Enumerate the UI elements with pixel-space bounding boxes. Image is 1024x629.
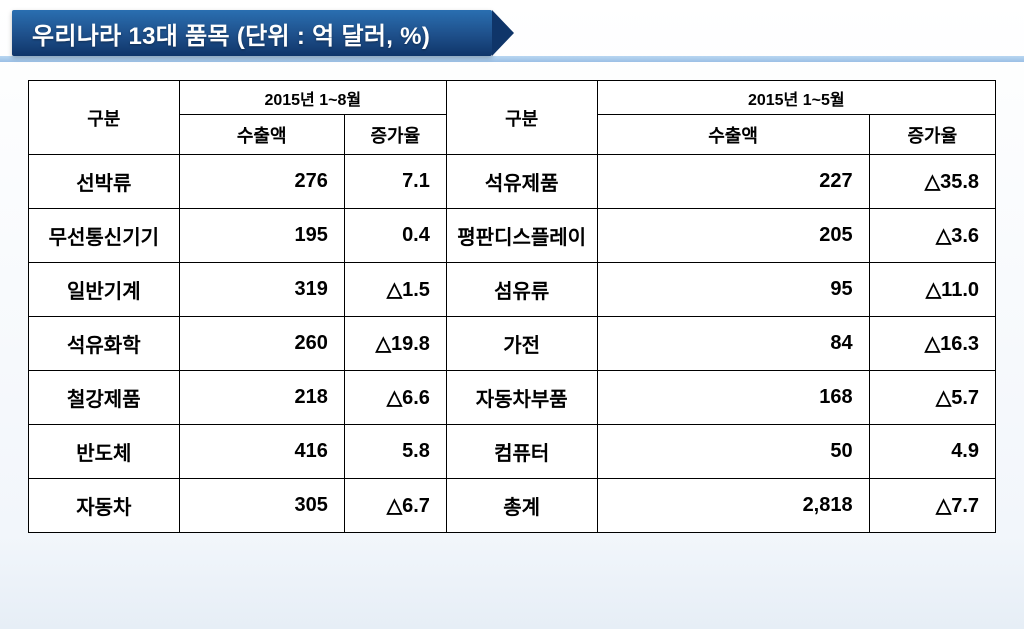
cell-l-amt: 260 — [179, 317, 344, 371]
cell-r-rate: △7.7 — [869, 479, 995, 533]
cell-r-rate: △16.3 — [869, 317, 995, 371]
title-bar: 우리나라 13대 품목 (단위 : 억 달러, %) — [12, 10, 492, 56]
cell-r-rate: △3.6 — [869, 209, 995, 263]
table-row: 반도체 416 5.8 컴퓨터 50 4.9 — [29, 425, 996, 479]
cell-r-cat: 석유제품 — [446, 155, 597, 209]
cell-l-rate: △19.8 — [344, 317, 446, 371]
cell-r-rate: △35.8 — [869, 155, 995, 209]
cell-l-cat: 석유화학 — [29, 317, 180, 371]
cell-l-cat: 일반기계 — [29, 263, 180, 317]
cell-r-amt: 95 — [597, 263, 869, 317]
table-head: 구분 2015년 1~8월 구분 2015년 1~5월 수출액 증가율 수출액 … — [29, 81, 996, 155]
cell-r-cat: 컴퓨터 — [446, 425, 597, 479]
cell-l-rate: 5.8 — [344, 425, 446, 479]
table-row: 철강제품 218 △6.6 자동차부품 168 △5.7 — [29, 371, 996, 425]
cell-l-cat: 반도체 — [29, 425, 180, 479]
col-amount-right: 수출액 — [597, 115, 869, 155]
cell-l-rate: △6.7 — [344, 479, 446, 533]
accent-strip — [0, 56, 1024, 62]
table-row: 석유화학 260 △19.8 가전 84 △16.3 — [29, 317, 996, 371]
cell-l-rate: △1.5 — [344, 263, 446, 317]
cell-r-rate: 4.9 — [869, 425, 995, 479]
table-row: 일반기계 319 △1.5 섬유류 95 △11.0 — [29, 263, 996, 317]
cell-r-amt: 227 — [597, 155, 869, 209]
cell-r-cat: 총계 — [446, 479, 597, 533]
cell-l-amt: 218 — [179, 371, 344, 425]
cell-l-amt: 195 — [179, 209, 344, 263]
slide-title: 우리나라 13대 품목 (단위 : 억 달러, %) — [32, 16, 430, 51]
cell-r-amt: 50 — [597, 425, 869, 479]
cell-r-rate: △11.0 — [869, 263, 995, 317]
cell-l-amt: 276 — [179, 155, 344, 209]
cell-r-cat: 평판디스플레이 — [446, 209, 597, 263]
cell-l-rate: 7.1 — [344, 155, 446, 209]
cell-l-amt: 416 — [179, 425, 344, 479]
table-wrap: 구분 2015년 1~8월 구분 2015년 1~5월 수출액 증가율 수출액 … — [28, 80, 996, 533]
col-period-right: 2015년 1~5월 — [597, 81, 996, 115]
table-body: 선박류 276 7.1 석유제품 227 △35.8 무선통신기기 195 0.… — [29, 155, 996, 533]
data-table: 구분 2015년 1~8월 구분 2015년 1~5월 수출액 증가율 수출액 … — [28, 80, 996, 533]
cell-r-cat: 가전 — [446, 317, 597, 371]
cell-r-amt: 84 — [597, 317, 869, 371]
table-row: 자동차 305 △6.7 총계 2,818 △7.7 — [29, 479, 996, 533]
cell-l-amt: 319 — [179, 263, 344, 317]
cell-r-amt: 2,818 — [597, 479, 869, 533]
cell-r-cat: 자동차부품 — [446, 371, 597, 425]
col-category-right: 구분 — [446, 81, 597, 155]
cell-l-cat: 자동차 — [29, 479, 180, 533]
col-amount-left: 수출액 — [179, 115, 344, 155]
cell-r-cat: 섬유류 — [446, 263, 597, 317]
slide: 우리나라 13대 품목 (단위 : 억 달러, %) 구분 2015년 1~8월… — [0, 0, 1024, 629]
cell-r-rate: △5.7 — [869, 371, 995, 425]
col-period-left: 2015년 1~8월 — [179, 81, 446, 115]
cell-l-amt: 305 — [179, 479, 344, 533]
cell-l-rate: 0.4 — [344, 209, 446, 263]
table-row: 선박류 276 7.1 석유제품 227 △35.8 — [29, 155, 996, 209]
table-row: 무선통신기기 195 0.4 평판디스플레이 205 △3.6 — [29, 209, 996, 263]
cell-l-cat: 무선통신기기 — [29, 209, 180, 263]
cell-l-cat: 철강제품 — [29, 371, 180, 425]
cell-l-rate: △6.6 — [344, 371, 446, 425]
col-rate-left: 증가율 — [344, 115, 446, 155]
col-category-left: 구분 — [29, 81, 180, 155]
cell-r-amt: 205 — [597, 209, 869, 263]
col-rate-right: 증가율 — [869, 115, 995, 155]
cell-l-cat: 선박류 — [29, 155, 180, 209]
cell-r-amt: 168 — [597, 371, 869, 425]
